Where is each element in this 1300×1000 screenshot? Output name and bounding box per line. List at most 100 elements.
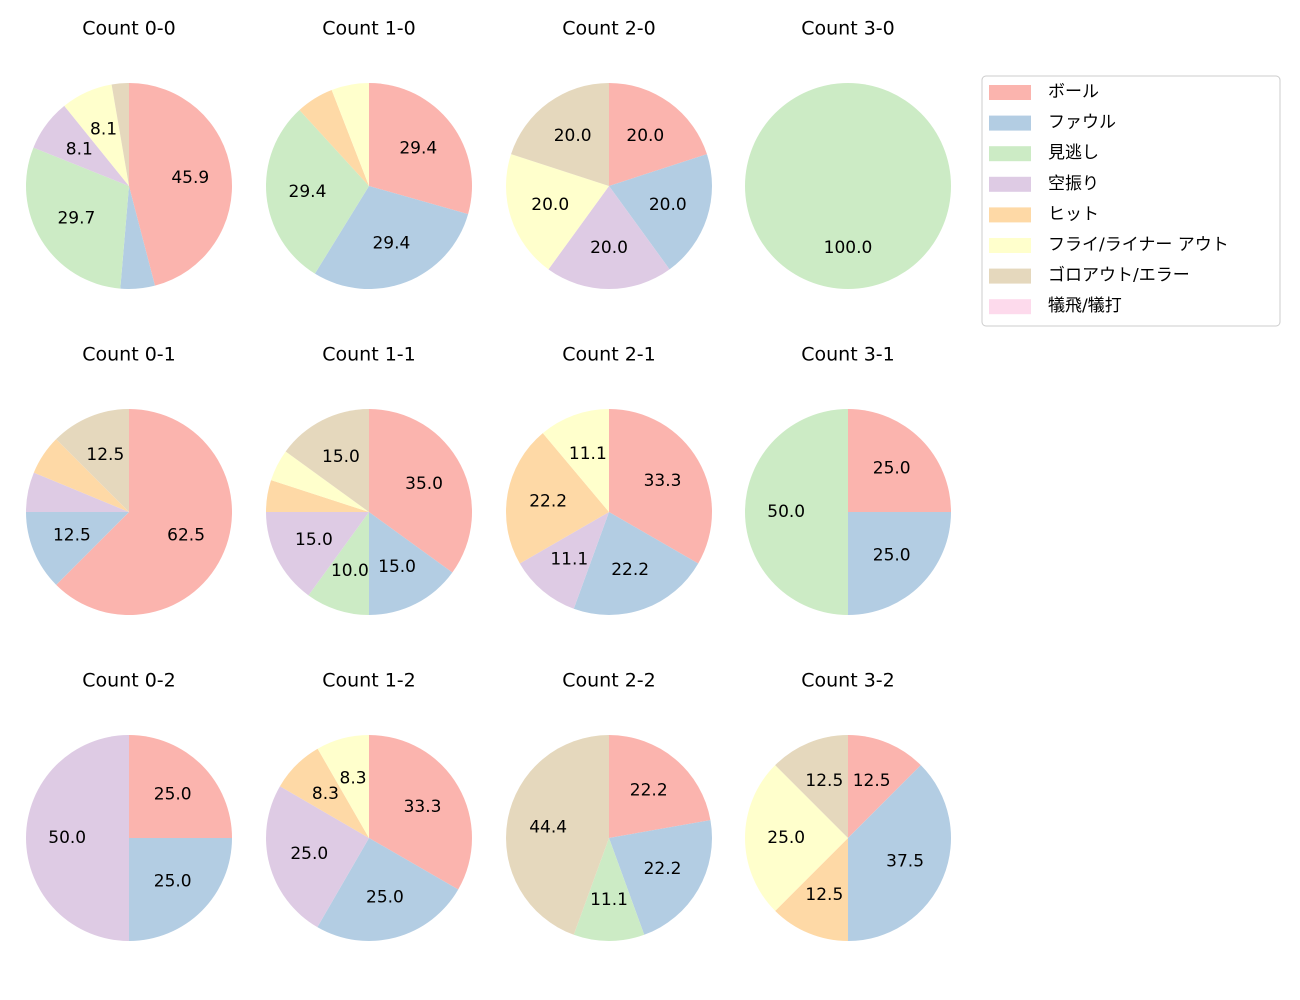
legend-swatch: [989, 176, 1031, 192]
slice-label: 29.4: [289, 182, 327, 202]
slice-label: 11.1: [550, 549, 588, 569]
pie-slice: [609, 820, 712, 935]
pie-slice: [317, 735, 369, 838]
slice-label: 8.1: [66, 139, 93, 159]
pie-slice: [848, 735, 921, 838]
slice-label: 11.1: [590, 890, 628, 910]
pie-slice: [609, 83, 707, 186]
pie-slice: [317, 838, 459, 941]
slice-label: 62.5: [167, 526, 205, 546]
pie-slice: [331, 83, 369, 186]
pie-slice: [573, 838, 645, 942]
slice-label: 20.0: [531, 195, 569, 215]
slice-label: 29.4: [372, 234, 410, 254]
pie-slice: [506, 154, 609, 270]
chart-title: Count 2-2: [562, 670, 656, 692]
slice-label: 12.5: [86, 445, 124, 465]
slice-label: 37.5: [886, 852, 924, 872]
pie-slice: [745, 83, 951, 289]
chart-title: Count 2-1: [562, 344, 656, 366]
slice-label: 25.0: [154, 784, 192, 804]
pie-slice: [573, 512, 699, 615]
slice-label: 22.2: [644, 859, 682, 879]
pie-slice: [511, 83, 609, 186]
pie-slice: [266, 512, 369, 596]
chart-title: Count 0-0: [82, 18, 176, 40]
slice-label: 29.7: [57, 208, 95, 228]
slice-label: 12.5: [805, 885, 843, 905]
chart-title: Count 0-2: [82, 670, 176, 692]
chart-title: Count 3-2: [801, 670, 895, 692]
chart-title: Count 3-1: [801, 344, 895, 366]
slice-label: 25.0: [366, 888, 404, 908]
slice-label: 25.0: [290, 844, 328, 864]
legend-label: フライ/ライナー アウト: [1048, 235, 1229, 255]
pie-slice: [369, 83, 472, 215]
slice-label: 25.0: [767, 828, 805, 848]
slice-label: 8.3: [312, 784, 339, 804]
pie-slice: [33, 439, 129, 512]
slice-label: 44.4: [529, 817, 567, 837]
slice-label: 50.0: [767, 502, 805, 522]
pie-slice: [120, 186, 155, 289]
pie-slice: [279, 748, 369, 838]
pie-slice: [299, 89, 369, 186]
pie-slice: [64, 84, 129, 186]
pie-slice: [369, 409, 472, 573]
pie-slice: [505, 433, 609, 564]
legend-swatch: [989, 268, 1031, 284]
chart-title: Count 2-0: [562, 18, 656, 40]
pie-slice: [129, 83, 233, 286]
slice-label: 22.2: [611, 560, 649, 580]
slice-label: 25.0: [873, 546, 911, 566]
pie-slice: [271, 451, 369, 512]
pie-slice: [609, 409, 712, 564]
pie-slice: [848, 512, 951, 615]
pie-slice: [542, 409, 609, 512]
slice-label: 15.0: [295, 530, 333, 550]
legend-label: 犠飛/犠打: [1048, 296, 1122, 316]
slice-label: 35.0: [405, 474, 443, 494]
pie-slice: [775, 838, 848, 941]
slice-label: 20.0: [626, 126, 664, 146]
pie-slice: [745, 409, 848, 615]
legend-swatch: [989, 85, 1031, 100]
slice-label: 100.0: [824, 238, 873, 258]
legend-swatch: [989, 115, 1031, 131]
slice-label: 11.1: [569, 444, 607, 464]
pie-slice: [609, 735, 711, 838]
pie-slice: [33, 105, 129, 186]
pie-slice: [25, 147, 130, 289]
slice-label: 45.9: [171, 168, 209, 188]
pie-slice: [848, 765, 951, 941]
slice-label: 12.5: [53, 526, 91, 546]
legend-label: 空振り: [1048, 174, 1099, 194]
pie-slice: [775, 735, 848, 838]
pie-slice: [266, 786, 369, 928]
legend-box: [981, 75, 1281, 327]
slice-label: 8.1: [90, 120, 117, 140]
slice-label: 12.5: [853, 771, 891, 791]
chart-title: Count 1-1: [322, 344, 416, 366]
legend-label: ヒット: [1048, 204, 1099, 224]
pie-slice: [26, 512, 129, 585]
slice-label: 15.0: [322, 447, 360, 467]
legend-swatch: [989, 299, 1031, 315]
slice-label: 25.0: [873, 458, 911, 478]
slice-label: 15.0: [378, 557, 416, 577]
pie-slice: [609, 154, 712, 270]
slice-label: 29.4: [399, 139, 437, 159]
chart-title: Count 0-1: [82, 344, 176, 366]
pie-slice: [285, 409, 369, 512]
pie-slice: [745, 765, 848, 911]
pie-slice: [26, 735, 129, 941]
slice-label: 8.3: [340, 768, 367, 788]
pie-slice: [519, 512, 609, 609]
legend-label: 見逃し: [1048, 143, 1099, 163]
slice-label: 12.5: [805, 771, 843, 791]
pie-slice: [56, 409, 130, 512]
pie-slice: [369, 512, 453, 615]
slice-label: 33.3: [644, 471, 682, 491]
pie-slice: [505, 735, 609, 935]
